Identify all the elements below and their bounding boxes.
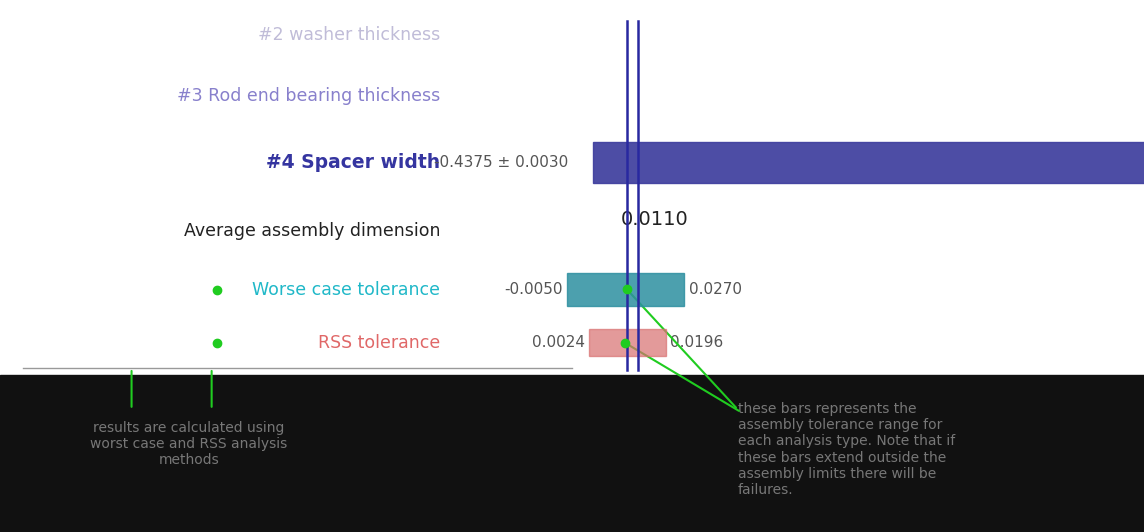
Text: -0.4375 ± 0.0030: -0.4375 ± 0.0030 xyxy=(435,155,569,170)
Bar xyxy=(567,273,684,306)
Text: 0.0024: 0.0024 xyxy=(532,335,585,350)
Text: results are calculated using
worst case and RSS analysis
methods: results are calculated using worst case … xyxy=(90,421,287,468)
Text: RSS tolerance: RSS tolerance xyxy=(318,334,440,352)
Text: 0.0270: 0.0270 xyxy=(689,282,741,297)
Text: #4 Spacer width: #4 Spacer width xyxy=(267,153,440,172)
Bar xyxy=(589,329,666,356)
Text: #3 Rod end bearing thickness: #3 Rod end bearing thickness xyxy=(177,87,440,105)
Bar xyxy=(593,142,1144,183)
Text: these bars represents the
assembly tolerance range for
each analysis type. Note : these bars represents the assembly toler… xyxy=(738,402,955,497)
Text: 0.0196: 0.0196 xyxy=(670,335,724,350)
Text: -0.0050: -0.0050 xyxy=(505,282,563,297)
Text: Average assembly dimension: Average assembly dimension xyxy=(184,222,440,240)
Text: #2 washer thickness: #2 washer thickness xyxy=(259,26,440,44)
Bar xyxy=(0,375,1144,532)
Text: Worse case tolerance: Worse case tolerance xyxy=(253,281,440,299)
Text: 0.0110: 0.0110 xyxy=(620,210,689,229)
